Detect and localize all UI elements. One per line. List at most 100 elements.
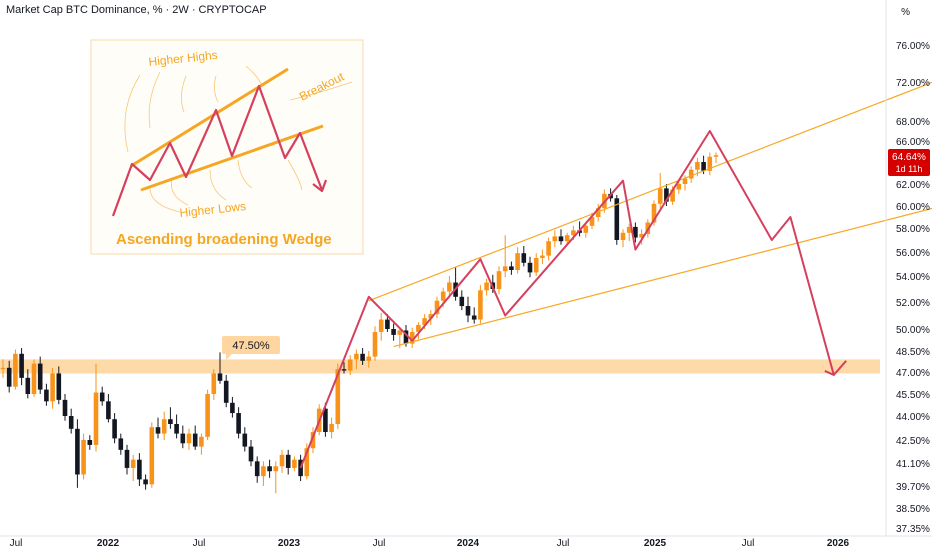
candle-body xyxy=(230,402,235,414)
candle xyxy=(298,454,303,482)
candle xyxy=(633,222,638,243)
inset-lower-trendline xyxy=(140,124,324,192)
candle xyxy=(168,407,173,429)
candle-body xyxy=(211,373,217,394)
candle-body xyxy=(664,188,669,202)
candle xyxy=(304,443,310,480)
candle-body xyxy=(540,255,545,258)
y-tick-label: 68.00% xyxy=(896,117,930,128)
y-tick-label: 76.00% xyxy=(896,41,930,52)
inset-guide-curve xyxy=(287,159,303,191)
candle-body xyxy=(595,208,601,217)
current-price-countdown: 1d 11h xyxy=(896,164,923,174)
y-tick-label: 66.00% xyxy=(896,137,930,148)
candle xyxy=(99,386,105,406)
candle-body xyxy=(236,413,241,434)
inset-arrow-head xyxy=(312,179,328,193)
candle-body xyxy=(701,162,706,171)
candle-body xyxy=(521,253,527,263)
candle xyxy=(217,352,223,384)
candle-body xyxy=(527,262,533,273)
candle xyxy=(360,348,365,365)
candle-body xyxy=(50,373,55,402)
candle-body xyxy=(81,440,86,475)
inset-guide-curve xyxy=(181,75,187,113)
candle-body xyxy=(13,353,18,387)
candle xyxy=(180,425,186,449)
candle xyxy=(496,266,502,295)
candle-body xyxy=(713,155,719,157)
candle-body xyxy=(651,203,657,223)
inset-guide-curve xyxy=(214,75,219,103)
candle-body xyxy=(44,389,49,402)
candle-body xyxy=(31,363,37,394)
candle-body xyxy=(248,446,254,462)
candle-body xyxy=(155,427,161,434)
inset-zigzag xyxy=(111,84,324,217)
candle-body xyxy=(471,315,477,320)
candle-body xyxy=(434,300,440,315)
candle-body xyxy=(285,454,291,468)
candle xyxy=(124,444,130,475)
candle xyxy=(25,369,31,399)
candle-body xyxy=(68,416,74,429)
candle xyxy=(161,411,167,440)
candle xyxy=(409,327,415,349)
candle-body xyxy=(341,369,347,371)
candle-body xyxy=(564,235,570,242)
candle-body xyxy=(6,367,12,387)
candle-body xyxy=(366,356,372,361)
candle xyxy=(81,433,86,480)
candle xyxy=(37,356,43,394)
candle xyxy=(292,456,297,472)
candle-body xyxy=(633,226,638,238)
candle-body xyxy=(546,241,551,256)
candle-body xyxy=(180,433,186,444)
candle xyxy=(676,180,682,194)
wedge-upper-line xyxy=(368,81,932,302)
candle-body xyxy=(354,353,359,360)
y-tick-label: 42.50% xyxy=(896,436,930,447)
candle-body xyxy=(378,319,384,332)
pattern-path xyxy=(299,130,835,469)
candle xyxy=(230,396,235,418)
candle-body xyxy=(391,329,396,335)
candle-body xyxy=(149,427,155,485)
candle xyxy=(366,351,372,368)
y-tick-label: 41.10% xyxy=(896,459,930,470)
pattern-path-layer xyxy=(299,130,847,469)
candle-body xyxy=(465,306,471,316)
inset-label-higher-lows: Higher Lows xyxy=(179,199,247,220)
y-tick-label: 56.00% xyxy=(896,248,930,259)
candle-body xyxy=(279,454,285,467)
candle xyxy=(19,348,24,386)
candle-body xyxy=(267,466,272,472)
candle-body xyxy=(168,419,173,424)
x-tick-label: Jul xyxy=(742,538,755,549)
y-tick-label: 45.50% xyxy=(896,390,930,401)
candle xyxy=(521,246,527,267)
candle-body xyxy=(112,419,117,439)
candle xyxy=(626,223,632,242)
candle-body xyxy=(509,266,514,270)
candle-body xyxy=(137,459,142,480)
y-tick-label: 58.00% xyxy=(896,224,930,235)
candle-body xyxy=(298,459,303,477)
support-zone-band xyxy=(0,359,880,374)
candle xyxy=(261,461,266,486)
candle-body xyxy=(335,369,341,424)
candle xyxy=(205,389,210,440)
y-tick-label: 52.00% xyxy=(896,298,930,309)
candle xyxy=(502,235,508,278)
candle xyxy=(465,296,471,323)
candle-body xyxy=(310,432,316,449)
candle-body xyxy=(292,459,297,468)
candle-body xyxy=(682,178,688,184)
candle xyxy=(149,422,155,488)
y-tick-label: 62.00% xyxy=(896,180,930,191)
candle-body xyxy=(93,392,99,445)
inset-guide-curve xyxy=(209,169,227,201)
candle-body xyxy=(304,448,310,477)
